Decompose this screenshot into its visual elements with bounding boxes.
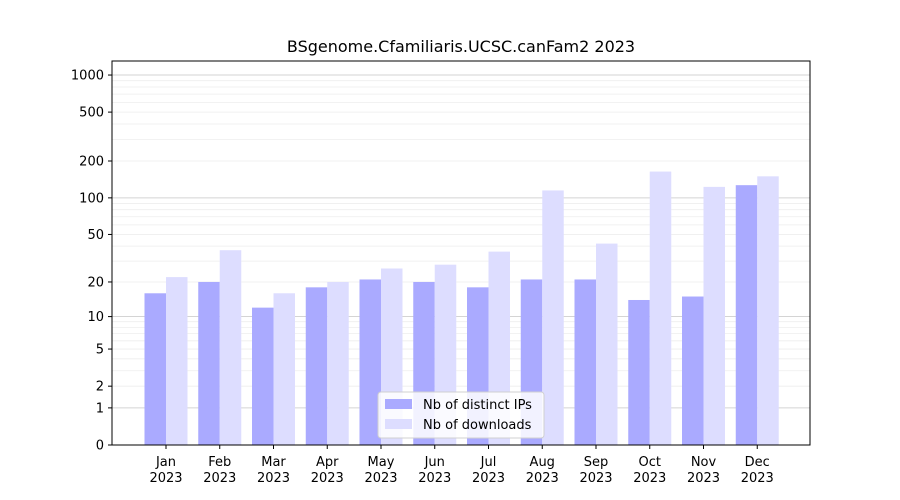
x-tick-label: May 2023 (364, 455, 397, 486)
y-tick-label: 20 (87, 275, 104, 290)
x-tick-label: Jul 2023 (472, 455, 505, 486)
bar-distinct-ips (574, 279, 596, 445)
y-tick-label: 100 (79, 191, 104, 206)
bar-distinct-ips (359, 279, 381, 445)
bar-downloads (542, 190, 564, 445)
x-tick-label: Apr 2023 (311, 455, 344, 486)
y-tick-label: 5 (96, 343, 104, 358)
y-tick-label: 0 (96, 439, 104, 454)
x-tick-label: Dec 2023 (741, 455, 774, 486)
bar-downloads (703, 186, 725, 446)
x-tick-label: Mar 2023 (257, 455, 290, 486)
x-tick-label: Oct 2023 (633, 455, 666, 486)
bar-distinct-ips (252, 307, 274, 445)
y-tick-label: 200 (79, 155, 104, 170)
bar-downloads (327, 281, 349, 445)
x-tick-label: Jan 2023 (149, 455, 182, 486)
y-tick-label: 1000 (71, 69, 104, 84)
bar-downloads (757, 176, 779, 445)
y-tick-label: 1 (96, 401, 104, 416)
bar-distinct-ips (628, 299, 650, 445)
bar-distinct-ips (305, 287, 328, 445)
x-tick-label: Nov 2023 (687, 455, 720, 486)
bar-downloads (649, 171, 672, 445)
bar-distinct-ips (144, 293, 166, 445)
bar-downloads (596, 243, 618, 445)
x-axis: Jan 2023 Feb 2023 Mar 2023 Apr 2023 May 2023 Jun 20… (149, 445, 774, 486)
x-tick-label: Aug 2023 (526, 455, 559, 486)
x-tick-label: Sep 2023 (579, 455, 612, 486)
y-axis: 0 1 2 5 10 20 50 100 200 500 1000 (71, 69, 112, 454)
legend-label: Nb of distinct IPs (423, 398, 532, 413)
legend: Nb of distinct IPs Nb of downloads (377, 391, 545, 439)
legend-box (377, 391, 545, 439)
bar-downloads (166, 277, 188, 445)
x-tick-label: Jun 2023 (418, 455, 451, 486)
bar-downloads (219, 250, 242, 445)
legend-label: Nb of downloads (423, 418, 532, 433)
bar-downloads (273, 293, 295, 445)
y-tick-label: 500 (79, 106, 104, 121)
chart-title: BSgenome.Cfamiliaris.UCSC.canFam2 2023 (287, 37, 635, 56)
bar-distinct-ips (682, 296, 704, 445)
plot-frame (111, 60, 811, 446)
y-tick-label: 10 (87, 310, 104, 325)
y-tick-label: 2 (96, 380, 104, 395)
bar-distinct-ips (735, 185, 758, 446)
y-tick-label: 50 (87, 228, 104, 243)
bar-distinct-ips (198, 281, 220, 445)
legend-swatch (385, 399, 412, 409)
bars (144, 171, 779, 446)
legend-swatch (385, 419, 412, 429)
x-tick-label: Feb 2023 (203, 455, 236, 486)
